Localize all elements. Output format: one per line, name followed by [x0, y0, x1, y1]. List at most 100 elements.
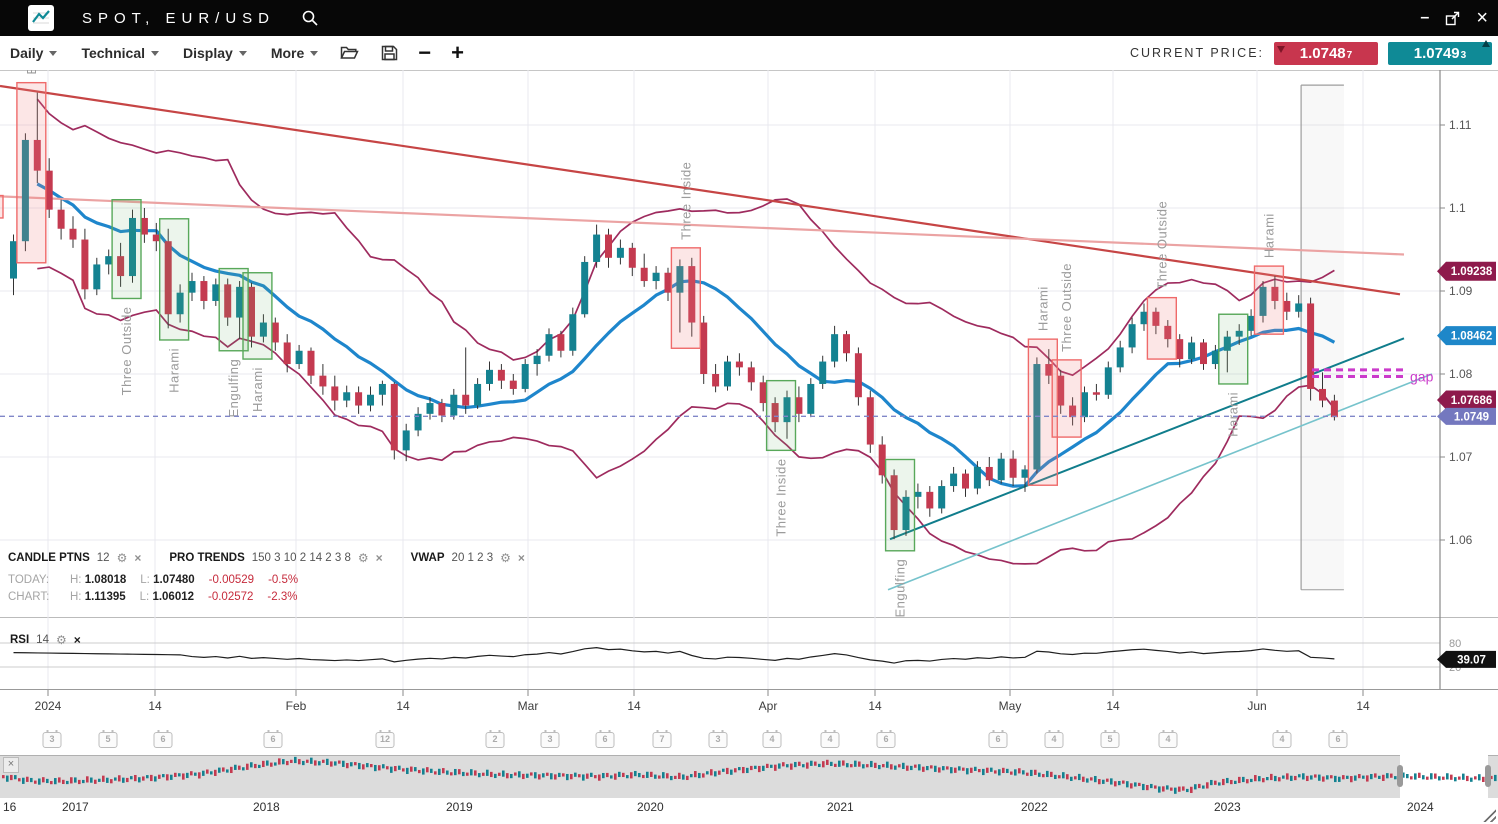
calendar-event-marker[interactable]: 3: [708, 730, 728, 748]
candle: [378, 383, 386, 395]
axis-price-badge: [1437, 650, 1496, 668]
calendar-event-marker[interactable]: 3: [540, 730, 560, 748]
today-stats: TODAY: H: 1.08018 L: 1.07480 -0.00529 -0…: [8, 573, 299, 586]
menu-display[interactable]: Display: [183, 45, 247, 61]
calendar-event-marker[interactable]: 6: [263, 730, 283, 748]
menu-more[interactable]: More: [271, 45, 319, 61]
calendar-event-marker[interactable]: 6: [1328, 730, 1348, 748]
resize-handle[interactable]: [1481, 807, 1496, 822]
candle: [295, 350, 303, 365]
x-axis-label: Feb: [285, 699, 307, 713]
candle: [1283, 300, 1291, 312]
calendar-event-marker[interactable]: 3: [42, 730, 62, 748]
indicator-vwap: VWAP: [410, 552, 445, 564]
candle: [557, 334, 565, 351]
calendar-event-marker[interactable]: 2: [485, 730, 505, 748]
search-icon[interactable]: [301, 9, 319, 27]
candle: [973, 466, 981, 489]
close-icon[interactable]: ×: [134, 551, 142, 565]
ask-price-badge: 1.0749 3: [1388, 39, 1492, 65]
svg-text:1.09238: 1.09238: [1451, 266, 1493, 278]
calendar-event-marker[interactable]: 4: [1272, 730, 1292, 748]
price-tick-label: 1.11: [1449, 118, 1472, 132]
x-axis-label: Mar: [517, 699, 539, 713]
x-axis-label: 14: [396, 699, 410, 713]
candle: [902, 496, 910, 531]
menu-timeframe[interactable]: Daily: [10, 45, 58, 61]
navigator-year-label: 2022: [1021, 800, 1048, 814]
navigator-handle[interactable]: [1397, 765, 1403, 787]
save-icon[interactable]: [381, 45, 398, 61]
navigator-year-label: 2023: [1214, 800, 1241, 814]
gear-icon[interactable]: ⚙: [500, 551, 511, 565]
candle: [390, 383, 398, 451]
candle: [795, 397, 803, 414]
candle: [117, 256, 125, 277]
candle: [1307, 303, 1315, 389]
calendar-event-marker[interactable]: 5: [1100, 730, 1120, 748]
calendar-event-marker[interactable]: 6: [988, 730, 1008, 748]
candle: [1319, 388, 1326, 401]
close-icon[interactable]: ×: [73, 633, 81, 647]
calendar-event-marker[interactable]: 4: [762, 730, 782, 748]
price-tick-label: 1.1: [1449, 201, 1466, 215]
candle: [93, 264, 101, 290]
indicator-pro-trends: PRO TRENDS: [169, 552, 245, 564]
svg-text:1.08462: 1.08462: [1451, 331, 1493, 343]
open-folder-icon[interactable]: [340, 45, 359, 61]
candle: [1259, 286, 1267, 316]
candle: [759, 382, 767, 404]
calendar-event-marker[interactable]: 5: [98, 730, 118, 748]
history-navigator[interactable]: [0, 755, 1498, 798]
candle: [724, 361, 731, 387]
navigator-close-button[interactable]: ×: [3, 757, 19, 773]
gear-icon[interactable]: ⚙: [116, 551, 128, 565]
minimize-button[interactable]: –: [1420, 9, 1430, 26]
candle: [1223, 336, 1231, 351]
gear-icon[interactable]: ⚙: [357, 551, 369, 565]
candle: [569, 314, 577, 351]
candle: [45, 170, 53, 210]
navigator-handle[interactable]: [1485, 765, 1491, 787]
close-icon[interactable]: ×: [1476, 7, 1488, 29]
gear-icon[interactable]: ⚙: [55, 633, 67, 647]
candle: [1235, 330, 1243, 337]
candle: [866, 397, 874, 445]
calendar-event-marker[interactable]: 12: [375, 730, 395, 748]
candle: [21, 139, 29, 242]
axis-price-badge: [1437, 407, 1496, 425]
calendar-event-marker[interactable]: 4: [820, 730, 840, 748]
candle: [176, 292, 184, 315]
calendar-event-marker[interactable]: 4: [1044, 730, 1064, 748]
calendar-event-marker[interactable]: 7: [652, 730, 672, 748]
candle: [652, 272, 660, 282]
zoom-in-button[interactable]: +: [451, 40, 464, 65]
calendar-event-marker[interactable]: 4: [1158, 730, 1178, 748]
candle: [331, 386, 339, 401]
candle: [950, 473, 958, 487]
candle: [938, 486, 946, 509]
calendar-event-marker[interactable]: 6: [876, 730, 896, 748]
close-icon[interactable]: ×: [375, 551, 383, 565]
chevron-down-icon: [310, 50, 319, 56]
calendar-event-marker[interactable]: 6: [153, 730, 173, 748]
popout-icon[interactable]: [1445, 11, 1460, 26]
x-axis-label: Apr: [758, 699, 778, 713]
candle: [188, 281, 196, 293]
navigator-year-label: 2017: [62, 800, 89, 814]
candle: [462, 394, 470, 406]
current-price-label: CURRENT PRICE:: [1129, 46, 1264, 60]
candle: [545, 334, 553, 356]
calendar-event-marker[interactable]: 6: [595, 730, 615, 748]
main-price-chart[interactable]: Engulfing Three Outside Harami Engulfing Har…: [0, 70, 1498, 617]
close-icon[interactable]: ×: [517, 551, 525, 565]
candle: [355, 392, 363, 406]
price-tick-label: 1.09: [1449, 284, 1473, 298]
candle: [1188, 342, 1196, 360]
zoom-out-button[interactable]: −: [418, 40, 432, 65]
menu-technical[interactable]: Technical: [81, 45, 160, 61]
candle: [605, 234, 612, 258]
navigator-year-label: 2024: [1407, 800, 1434, 814]
indicator-legend: CANDLE PTNS 12 ⚙ × PRO TRENDS 150 3 10 2…: [8, 551, 525, 603]
